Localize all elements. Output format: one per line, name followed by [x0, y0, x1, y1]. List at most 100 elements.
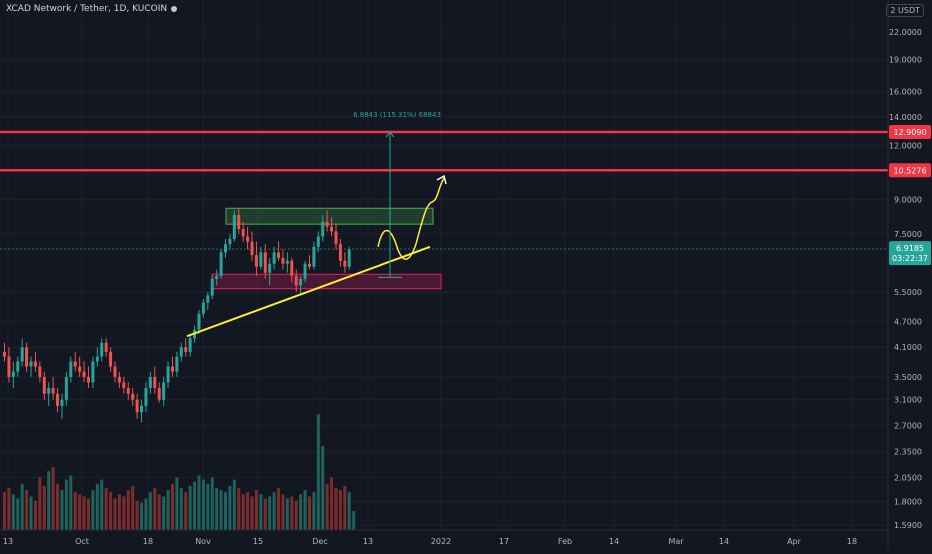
volume-bar: [20, 483, 24, 530]
candle-body: [60, 399, 64, 406]
volume-bar: [60, 490, 64, 530]
candle-body: [343, 260, 347, 267]
candle-body: [307, 263, 311, 267]
level-price-tag: [889, 125, 931, 140]
symbol-title: XCAD Network / Tether, 1D, KUCOIN: [6, 4, 168, 14]
drawings: 6.8843 (115.31%) 68843: [186, 111, 447, 338]
volume-bar: [228, 485, 232, 530]
currency-badge[interactable]: 2 USDT: [886, 4, 924, 17]
candle-body: [294, 275, 298, 286]
x-tick-label: Mar: [668, 537, 684, 546]
grid: [0, 0, 888, 530]
x-tick-label: 2022: [431, 537, 451, 546]
volume-bar: [259, 494, 263, 530]
volume-bar: [64, 479, 68, 530]
candle-body: [281, 257, 285, 264]
volume-bar: [56, 483, 60, 530]
volume-bar: [42, 485, 46, 530]
volume-bar: [303, 490, 307, 530]
volume-bar: [3, 492, 6, 530]
volume-bar: [285, 498, 289, 530]
volume-bar: [294, 500, 298, 530]
volume-bar: [188, 485, 192, 530]
volume-bar: [100, 479, 104, 530]
countdown-label: 03:22:37: [892, 254, 928, 263]
candle-body: [162, 382, 166, 400]
volume-bar: [290, 496, 294, 530]
y-tick-label: 1.5900: [894, 521, 922, 530]
candle-body: [95, 356, 99, 362]
volume-bar: [86, 498, 90, 530]
volume-bar: [325, 483, 329, 530]
volume-bar: [201, 479, 205, 530]
volume-bar: [316, 414, 320, 530]
y-tick-label: 9.0000: [894, 196, 922, 205]
candle-body: [290, 260, 294, 276]
candle-body: [237, 214, 241, 229]
volume-bar: [47, 471, 51, 530]
x-tick-label: 14: [609, 537, 619, 546]
y-tick-label: 4.7000: [894, 318, 922, 327]
y-tick-label: 5.5000: [894, 288, 922, 297]
y-tick-label: 16.0000: [889, 88, 922, 97]
volume-bar: [131, 485, 135, 530]
candle-body: [109, 351, 113, 367]
candle-body: [104, 342, 108, 352]
candle-body: [47, 387, 51, 394]
candle-body: [263, 252, 267, 273]
candle-body: [250, 241, 254, 256]
candle-body: [330, 226, 334, 232]
resistance-zone: [225, 207, 434, 225]
volume-bar: [104, 488, 108, 530]
volume-bar: [206, 483, 210, 530]
volume-bar: [241, 494, 245, 530]
volume-bar: [144, 498, 148, 530]
y-tick-label: 3.5000: [894, 373, 922, 382]
candle-body: [338, 244, 342, 261]
candle-body: [219, 252, 223, 276]
x-tick-label: Apr: [787, 537, 802, 546]
candle-body: [148, 376, 152, 388]
candle-body: [228, 238, 232, 245]
candle-body: [303, 263, 307, 279]
volume-bar: [299, 494, 303, 530]
volume-bar: [82, 496, 86, 530]
volume-bar: [193, 481, 197, 530]
status-dot-icon: [171, 5, 178, 12]
x-tick-label: 13: [363, 537, 373, 546]
projection-arrow-icon: [436, 174, 447, 185]
candle-body: [299, 278, 303, 286]
candle-body: [135, 399, 139, 413]
volume-bar: [232, 479, 236, 530]
volume-bar: [117, 494, 121, 530]
volume-bar: [237, 488, 241, 530]
volume-bar: [38, 477, 42, 530]
candle-body: [144, 387, 148, 406]
volume-bar: [334, 488, 338, 530]
candle-body: [42, 376, 46, 394]
volume-bar: [109, 492, 113, 530]
volume-bar: [343, 485, 347, 530]
candle-body: [175, 356, 179, 372]
candles: [3, 208, 351, 423]
price-tag: [889, 241, 931, 266]
candle-body: [64, 376, 68, 400]
candle-body: [232, 214, 236, 239]
trendline: [186, 245, 431, 338]
volume-bar: [184, 492, 188, 530]
level-price-label: 12.9090: [893, 128, 926, 137]
volume-bar: [330, 477, 334, 530]
candle-body: [69, 361, 73, 377]
x-tick-label: Feb: [558, 537, 572, 546]
volume-bar: [69, 475, 73, 530]
volume-bar: [122, 496, 126, 530]
y-tick-label: 14.0000: [889, 113, 922, 122]
volume-bar: [179, 488, 183, 530]
volume-bar: [224, 492, 227, 530]
candle-body: [157, 387, 161, 400]
volume-bar: [215, 488, 219, 530]
